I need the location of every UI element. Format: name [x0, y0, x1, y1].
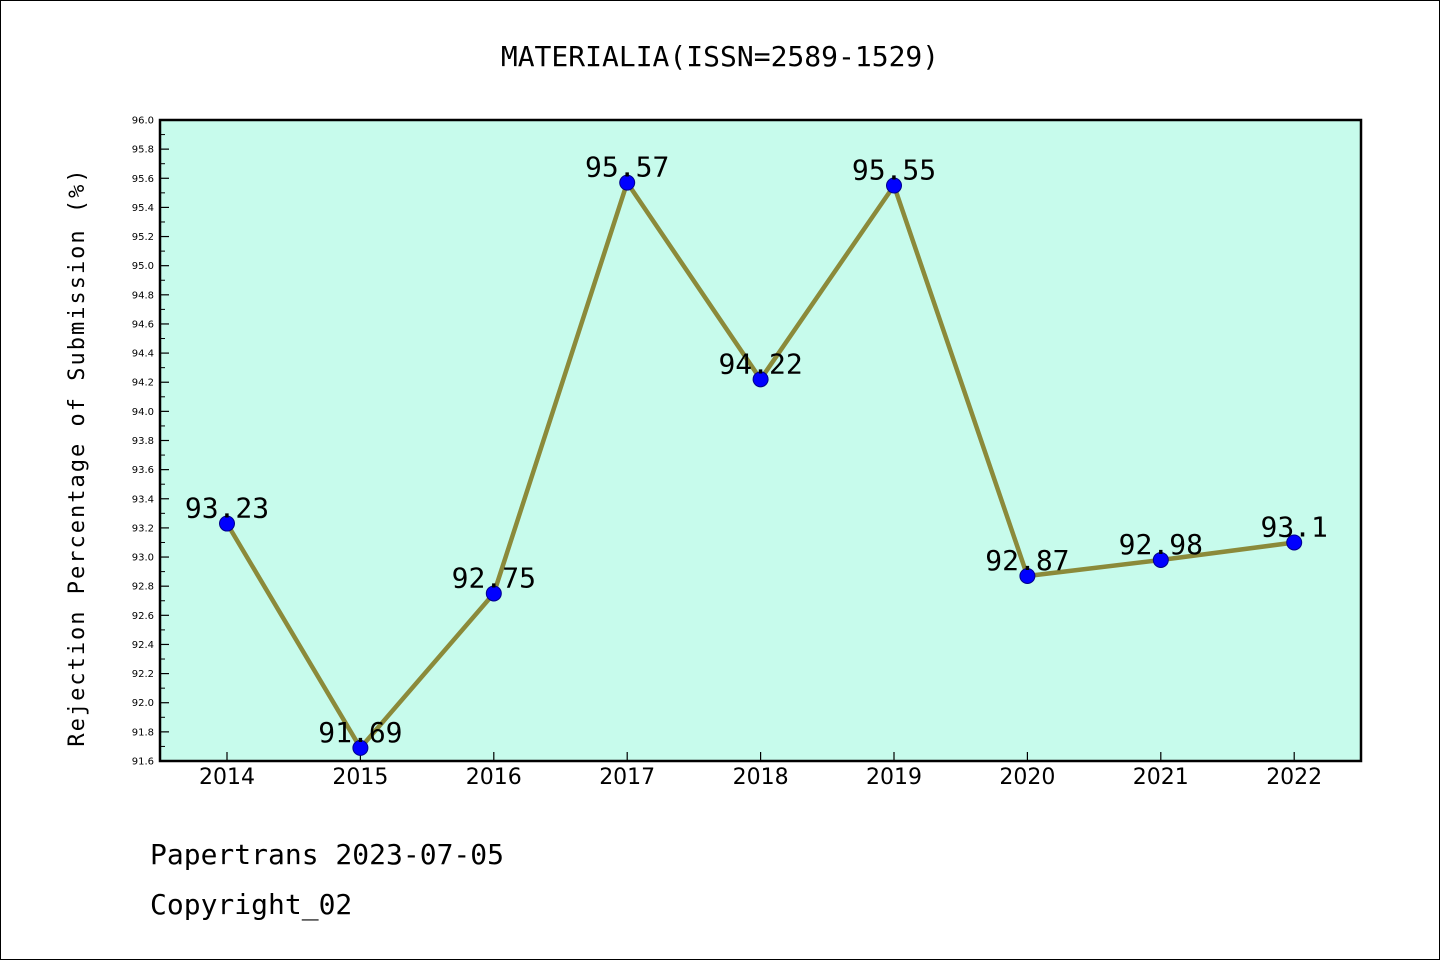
- data-point-marker: [752, 371, 769, 388]
- y-tick-label: 92.8: [132, 582, 154, 593]
- plot-area: [160, 120, 1361, 761]
- y-tick-label: 94.4: [132, 349, 154, 360]
- data-label: 92.98: [1119, 528, 1203, 561]
- y-tick-label: 95.0: [132, 261, 154, 272]
- y-tick-label: 95.4: [132, 203, 154, 214]
- x-tick-label: 2016: [466, 765, 522, 790]
- data-label: 92.87: [985, 544, 1069, 577]
- y-tick-label: 95.2: [132, 232, 154, 243]
- y-tick-label: 91.6: [132, 757, 154, 768]
- footer-copyright: Copyright_02: [150, 888, 352, 922]
- x-tick-label: 2022: [1266, 765, 1322, 790]
- chart-title: MATERIALIA(ISSN=2589-1529): [501, 40, 939, 73]
- y-tick-label: 93.8: [132, 436, 154, 447]
- y-tick-label: 94.2: [132, 378, 154, 389]
- data-point-marker: [352, 739, 369, 756]
- data-label: 94.22: [718, 347, 802, 380]
- data-point-marker: [619, 174, 636, 191]
- x-tick-label: 2014: [199, 765, 255, 790]
- y-tick-label: 94.6: [132, 319, 154, 330]
- plot-border: [158, 118, 1363, 763]
- y-tick-label: 93.6: [132, 465, 154, 476]
- data-label: 95.57: [585, 151, 669, 184]
- y-tick-label: 92.0: [132, 698, 154, 709]
- data-labels-group: 93.23 91.69 92.75 95.57 94.22 95.55 92.87 92.98…: [185, 151, 1328, 749]
- data-label: 91.69: [318, 716, 402, 749]
- data-point-marker: [1152, 551, 1169, 568]
- data-point-marker: [485, 585, 502, 602]
- x-tick-label: 2021: [1133, 765, 1189, 790]
- y-tick-label: 93.0: [132, 553, 154, 564]
- data-point-marker: [1286, 534, 1303, 551]
- data-label: 92.75: [452, 561, 536, 594]
- y-tick-label: 93.4: [132, 494, 154, 505]
- x-tick-label: 2020: [999, 765, 1055, 790]
- y-tick-label: 92.6: [132, 611, 154, 622]
- y-tick-label: 95.8: [132, 145, 154, 156]
- x-tick-label: 2019: [866, 765, 922, 790]
- x-tick-label: 2017: [599, 765, 655, 790]
- y-tick-label: 92.4: [132, 640, 154, 651]
- y-tick-label: 95.6: [132, 174, 154, 185]
- axis-ticks: 91.6 91.8 92.0 92.2 92.4 92.6 92.8 93.0 93.2 93.4…: [132, 116, 1322, 791]
- data-label: 93.1: [1260, 510, 1327, 543]
- data-point-marker: [219, 515, 235, 532]
- footer-date: Papertrans 2023-07-05: [150, 838, 504, 871]
- data-label: 93.23: [185, 492, 269, 525]
- data-point-marker: [1019, 567, 1036, 584]
- y-tick-label: 91.8: [132, 727, 154, 738]
- y-tick-label: 94.8: [132, 290, 154, 301]
- data-point-marker: [886, 177, 902, 194]
- x-tick-label: 2015: [332, 765, 388, 790]
- series-line-group: [219, 174, 1303, 756]
- y-tick-label: 92.2: [132, 669, 154, 680]
- y-tick-label: 94.0: [132, 407, 154, 418]
- y-tick-label: 96.0: [132, 116, 154, 127]
- data-label: 95.55: [852, 154, 936, 187]
- y-tick-label: 93.2: [132, 523, 154, 534]
- x-tick-label: 2018: [733, 765, 789, 790]
- y-axis-label: Rejection Percentage of Submission (%): [65, 167, 90, 746]
